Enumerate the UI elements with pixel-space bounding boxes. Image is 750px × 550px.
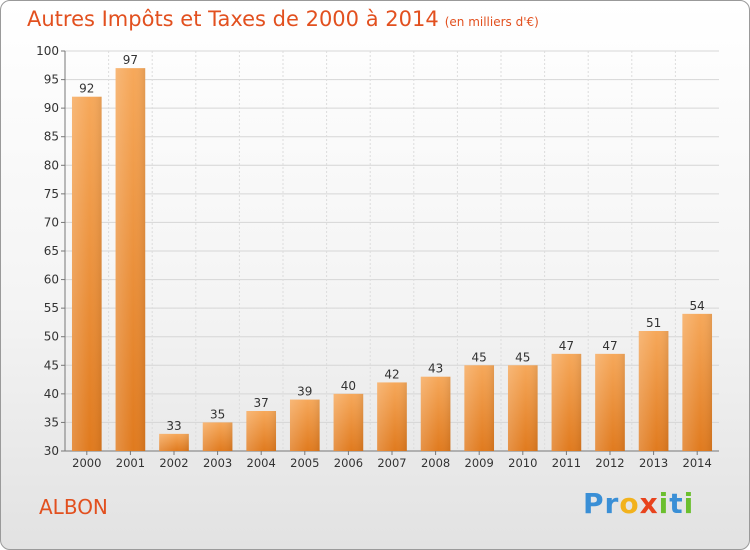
y-tick-label: 75 (44, 187, 59, 201)
y-tick-label: 35 (44, 415, 59, 429)
chart-title-text: Autres Impôts et Taxes de 2000 à 2014 (27, 7, 439, 31)
x-tick-label: 2003 (203, 456, 232, 470)
y-tick-label: 50 (44, 330, 59, 344)
place-name: ALBON (39, 495, 108, 519)
bar-shade (115, 68, 146, 452)
logo-letter: t (669, 487, 684, 520)
y-tick-label: 85 (44, 130, 59, 144)
y-tick-label: 55 (44, 301, 59, 315)
bar-shade (377, 382, 407, 451)
y-tick-label: 95 (44, 73, 59, 87)
x-tick-label: 2010 (508, 456, 537, 470)
data-label: 37 (254, 396, 269, 410)
logo-letter: i (658, 487, 670, 520)
x-tick-label: 2014 (683, 456, 712, 470)
data-label: 45 (515, 350, 530, 364)
logo-letter: x (639, 487, 659, 520)
data-label: 39 (297, 385, 312, 399)
data-label: 45 (472, 350, 487, 364)
y-tick-label: 45 (44, 358, 59, 372)
x-tick-label: 2013 (639, 456, 668, 470)
bar-shade (420, 376, 451, 451)
x-tick-label: 2011 (552, 456, 581, 470)
bar-shade (246, 411, 277, 451)
y-tick-label: 80 (44, 158, 59, 172)
bar-shade (464, 365, 495, 451)
x-tick-label: 2008 (421, 456, 450, 470)
data-label: 33 (166, 419, 181, 433)
bar-shade (159, 433, 189, 451)
y-tick-label: 40 (44, 387, 59, 401)
data-label: 97 (123, 53, 138, 67)
x-tick-label: 2006 (334, 456, 363, 470)
bar-shade (333, 393, 364, 451)
data-label: 43 (428, 362, 443, 376)
logo-letter: i (683, 487, 695, 520)
y-tick-label: 90 (44, 101, 59, 115)
logo-letter: r (604, 487, 620, 520)
bar-shade (71, 96, 102, 451)
x-tick-label: 2012 (595, 456, 624, 470)
bar-shade (682, 313, 713, 451)
proxiti-logo: Proxiti (583, 487, 694, 520)
x-tick-label: 2005 (290, 456, 319, 470)
x-tick-label: 2009 (465, 456, 494, 470)
logo-letter: o (619, 487, 640, 520)
x-tick-label: 2000 (72, 456, 101, 470)
x-tick-label: 2007 (377, 456, 406, 470)
y-tick-label: 65 (44, 244, 59, 258)
labels: 92 2000 97 2001 33 2002 35 2003 37 2004 39 2005 40 20… (72, 53, 712, 470)
y-tick-label: 60 (44, 273, 59, 287)
bar-shade (507, 365, 538, 451)
logo-letter: P (583, 487, 605, 520)
y-tick-label: 100 (36, 44, 59, 58)
y-tick-label: 30 (44, 444, 59, 458)
bars (71, 68, 713, 452)
data-label: 92 (79, 82, 94, 96)
y-tick-label: 70 (44, 215, 59, 229)
bar-shade (551, 353, 582, 451)
x-tick-label: 2001 (116, 456, 145, 470)
data-label: 54 (690, 299, 705, 313)
data-label: 47 (559, 339, 574, 353)
data-label: 47 (602, 339, 617, 353)
chart-title: Autres Impôts et Taxes de 2000 à 2014 (en… (27, 7, 539, 31)
chart-subtitle: (en milliers d'€) (444, 15, 539, 29)
bar-shade (202, 422, 233, 451)
bar-shade (595, 353, 625, 451)
data-label: 42 (384, 367, 399, 381)
data-label: 51 (646, 316, 661, 330)
data-label: 40 (341, 379, 356, 393)
bar-shade (289, 399, 320, 451)
x-tick-label: 2002 (159, 456, 188, 470)
bar-shade (638, 331, 669, 451)
x-tick-label: 2004 (247, 456, 276, 470)
data-label: 35 (210, 407, 225, 421)
